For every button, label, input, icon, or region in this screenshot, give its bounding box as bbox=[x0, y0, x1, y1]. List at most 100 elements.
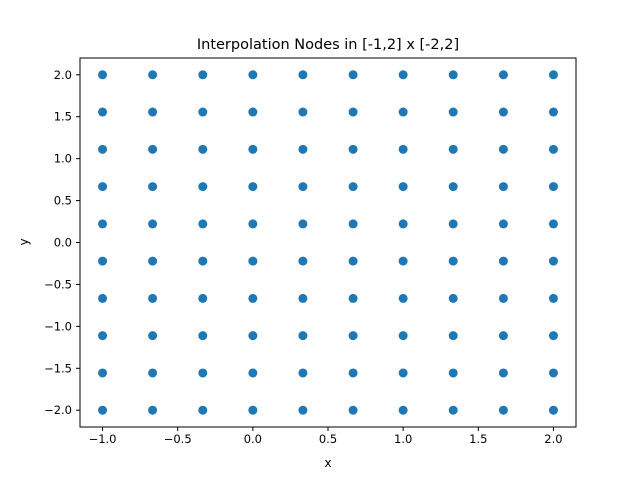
data-point-8-7 bbox=[498, 144, 508, 154]
data-point-1-3 bbox=[148, 293, 158, 303]
data-point-1-4 bbox=[148, 256, 158, 266]
data-point-7-7 bbox=[448, 144, 458, 154]
data-point-8-0 bbox=[498, 405, 508, 415]
data-point-4-0 bbox=[298, 405, 308, 415]
chart-title: Interpolation Nodes in [-1,2] x [-2,2] bbox=[197, 37, 459, 53]
data-point-3-0 bbox=[248, 405, 258, 415]
data-point-9-9 bbox=[548, 70, 558, 80]
data-point-4-3 bbox=[298, 293, 308, 303]
data-point-6-0 bbox=[398, 405, 408, 415]
data-point-2-9 bbox=[198, 70, 208, 80]
data-point-6-4 bbox=[398, 256, 408, 266]
data-point-8-5 bbox=[498, 219, 508, 229]
data-point-2-2 bbox=[198, 331, 208, 341]
data-point-4-4 bbox=[298, 256, 308, 266]
data-point-7-5 bbox=[448, 219, 458, 229]
data-point-1-8 bbox=[148, 107, 158, 117]
data-point-8-4 bbox=[498, 256, 508, 266]
data-point-5-9 bbox=[348, 70, 358, 80]
data-point-2-0 bbox=[198, 405, 208, 415]
data-point-0-2 bbox=[98, 331, 108, 341]
data-point-3-5 bbox=[248, 219, 258, 229]
data-point-4-1 bbox=[298, 368, 308, 378]
data-point-7-2 bbox=[448, 331, 458, 341]
data-point-8-8 bbox=[498, 107, 508, 117]
data-point-5-3 bbox=[348, 293, 358, 303]
data-point-4-6 bbox=[298, 182, 308, 192]
data-point-8-6 bbox=[498, 182, 508, 192]
data-point-0-7 bbox=[98, 144, 108, 154]
data-point-6-9 bbox=[398, 70, 408, 80]
y-tick-label: −2.0 bbox=[44, 403, 72, 417]
data-point-9-8 bbox=[548, 107, 558, 117]
data-point-0-3 bbox=[98, 293, 108, 303]
data-point-6-7 bbox=[398, 144, 408, 154]
data-point-5-2 bbox=[348, 331, 358, 341]
data-point-6-2 bbox=[398, 331, 408, 341]
y-tick-label: −0.5 bbox=[44, 277, 72, 291]
y-tick-label: 0.0 bbox=[54, 236, 72, 250]
y-axis-label: y bbox=[17, 238, 31, 245]
data-point-0-0 bbox=[98, 405, 108, 415]
x-axis-label: x bbox=[324, 456, 331, 470]
data-point-3-1 bbox=[248, 368, 258, 378]
data-point-9-1 bbox=[548, 368, 558, 378]
data-point-5-8 bbox=[348, 107, 358, 117]
y-tick-label: −1.5 bbox=[44, 361, 72, 375]
data-point-2-8 bbox=[198, 107, 208, 117]
data-point-3-6 bbox=[248, 182, 258, 192]
data-point-2-4 bbox=[198, 256, 208, 266]
y-tick-label: 0.5 bbox=[54, 194, 72, 208]
data-point-4-7 bbox=[298, 144, 308, 154]
data-point-5-1 bbox=[348, 368, 358, 378]
data-point-3-9 bbox=[248, 70, 258, 80]
data-point-1-5 bbox=[148, 219, 158, 229]
data-point-5-4 bbox=[348, 256, 358, 266]
y-tick-label: 2.0 bbox=[54, 68, 72, 82]
data-point-1-9 bbox=[148, 70, 158, 80]
data-point-3-4 bbox=[248, 256, 258, 266]
x-tick-label: −1.0 bbox=[89, 432, 117, 446]
data-point-0-8 bbox=[98, 107, 108, 117]
data-point-5-7 bbox=[348, 144, 358, 154]
data-point-4-9 bbox=[298, 70, 308, 80]
data-point-2-1 bbox=[198, 368, 208, 378]
x-tick-label: −0.5 bbox=[164, 432, 192, 446]
data-point-6-8 bbox=[398, 107, 408, 117]
data-point-1-6 bbox=[148, 182, 158, 192]
data-point-8-1 bbox=[498, 368, 508, 378]
data-point-9-4 bbox=[548, 256, 558, 266]
data-point-1-2 bbox=[148, 331, 158, 341]
data-point-2-7 bbox=[198, 144, 208, 154]
data-point-2-6 bbox=[198, 182, 208, 192]
data-point-4-5 bbox=[298, 219, 308, 229]
data-point-1-0 bbox=[148, 405, 158, 415]
data-point-2-3 bbox=[198, 293, 208, 303]
y-tick-label: 1.0 bbox=[54, 152, 72, 166]
data-point-9-6 bbox=[548, 182, 558, 192]
data-point-7-9 bbox=[448, 70, 458, 80]
data-point-8-2 bbox=[498, 331, 508, 341]
data-point-3-7 bbox=[248, 144, 258, 154]
data-point-5-5 bbox=[348, 219, 358, 229]
data-point-9-0 bbox=[548, 405, 558, 415]
data-point-3-8 bbox=[248, 107, 258, 117]
data-point-7-0 bbox=[448, 405, 458, 415]
data-point-3-2 bbox=[248, 331, 258, 341]
data-point-1-1 bbox=[148, 368, 158, 378]
data-point-4-2 bbox=[298, 331, 308, 341]
data-point-6-5 bbox=[398, 219, 408, 229]
data-point-9-5 bbox=[548, 219, 558, 229]
data-point-5-6 bbox=[348, 182, 358, 192]
data-point-7-3 bbox=[448, 293, 458, 303]
data-point-3-3 bbox=[248, 293, 258, 303]
y-tick-label: −1.0 bbox=[44, 319, 72, 333]
data-point-0-5 bbox=[98, 219, 108, 229]
data-point-7-8 bbox=[448, 107, 458, 117]
data-point-9-7 bbox=[548, 144, 558, 154]
data-point-7-6 bbox=[448, 182, 458, 192]
data-point-0-1 bbox=[98, 368, 108, 378]
data-point-0-4 bbox=[98, 256, 108, 266]
